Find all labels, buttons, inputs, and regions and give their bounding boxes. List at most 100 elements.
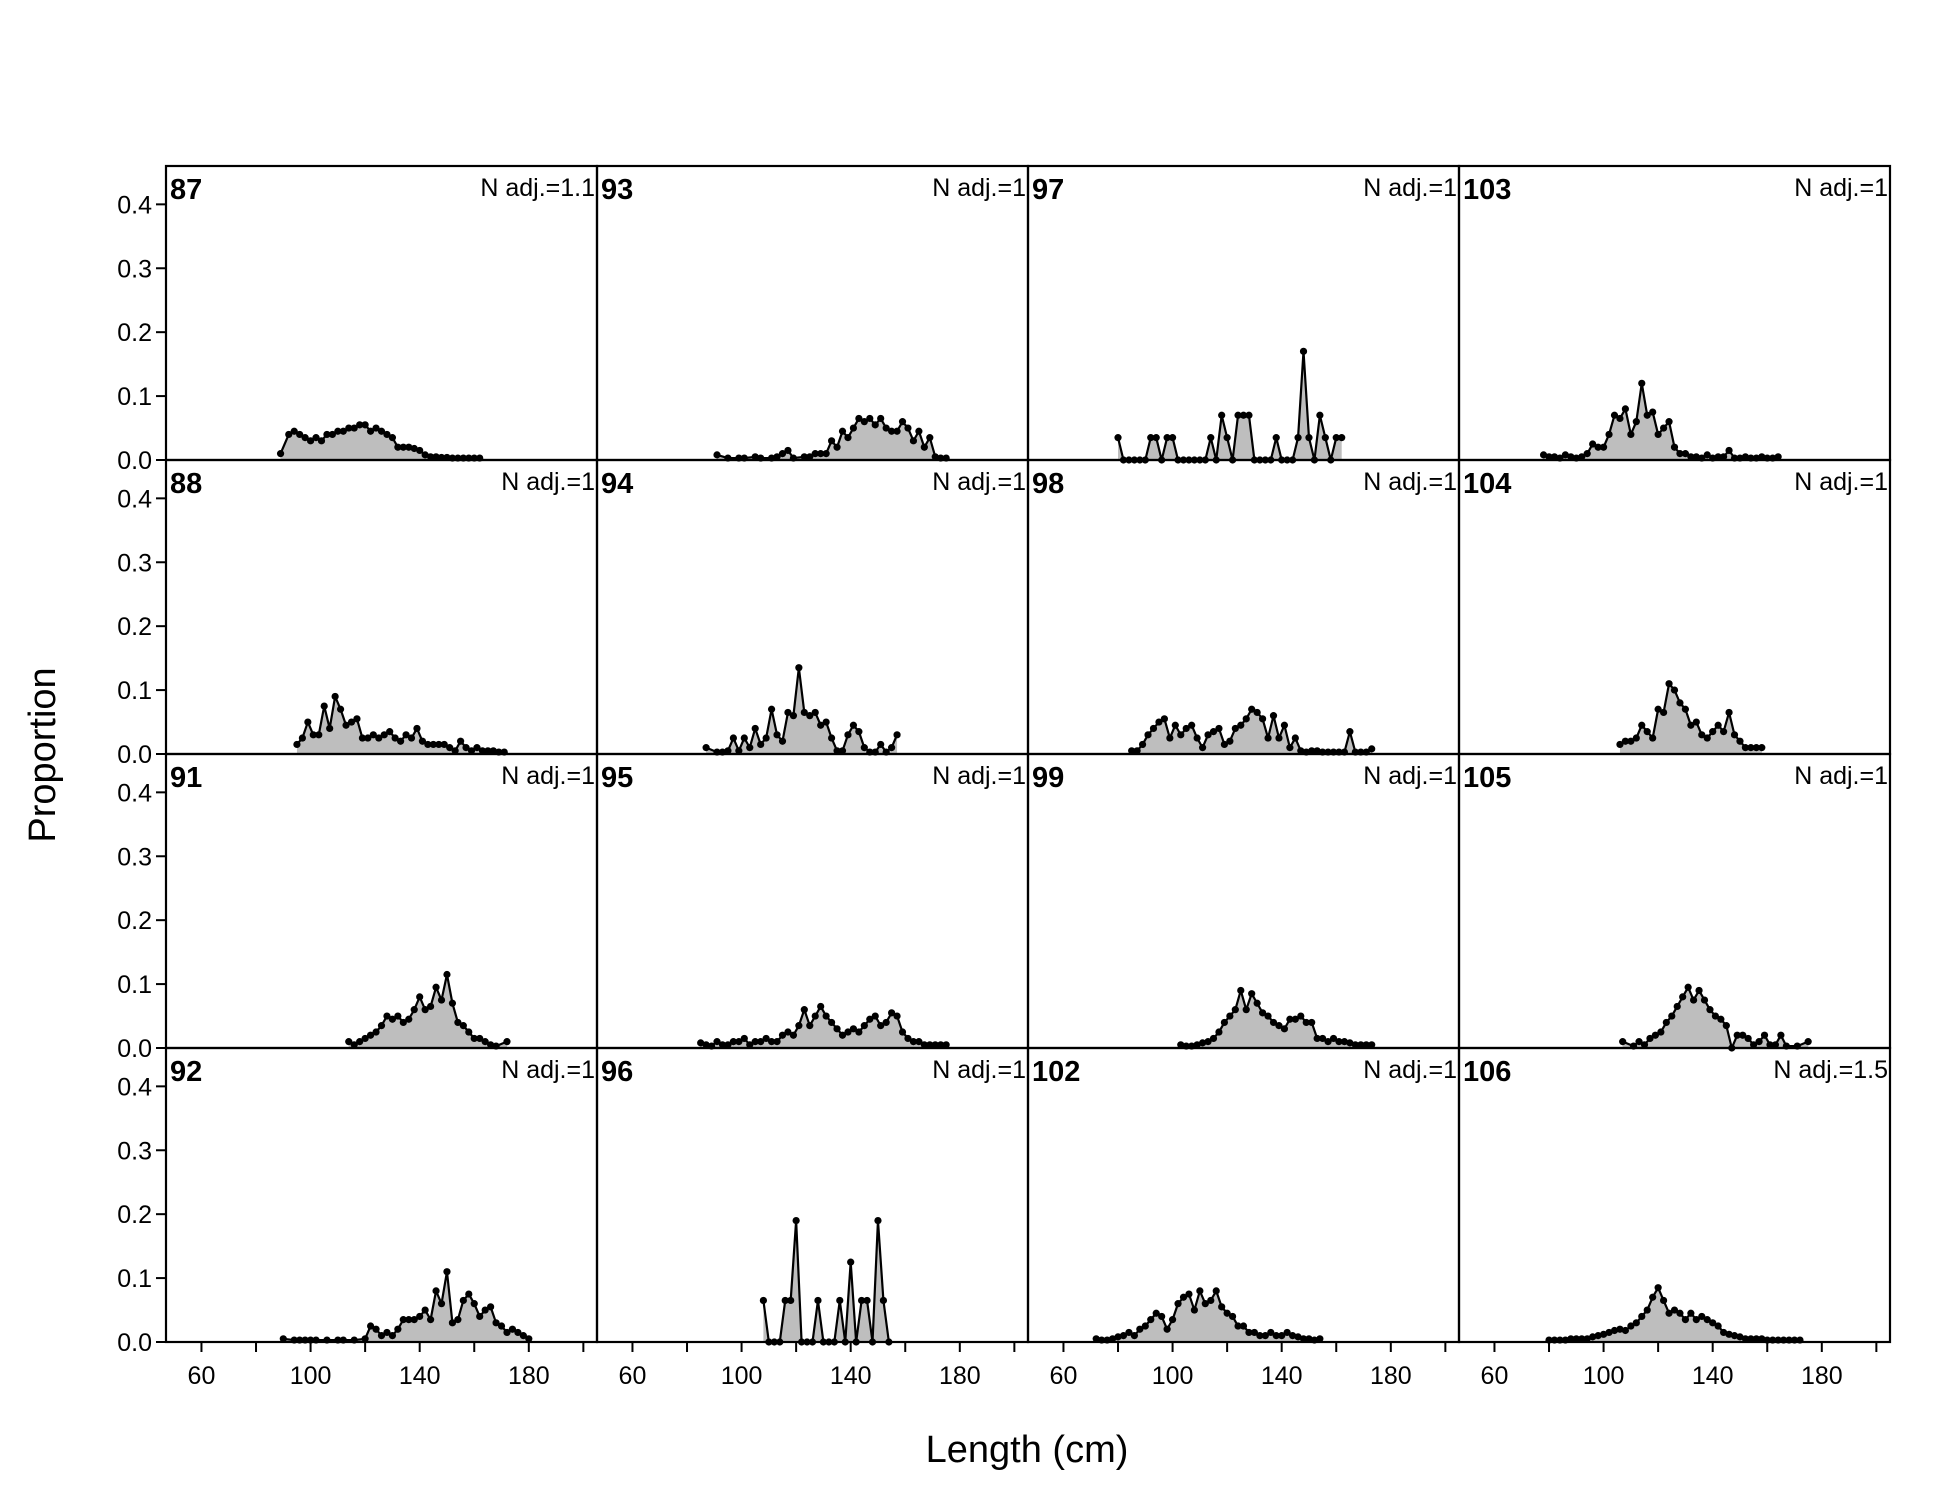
data-point — [1269, 712, 1278, 720]
data-point — [931, 1041, 939, 1049]
data-point — [372, 1028, 380, 1036]
data-point — [937, 1041, 945, 1049]
data-point — [1177, 1041, 1185, 1049]
data-point — [1179, 1293, 1188, 1301]
data-point — [1649, 734, 1657, 742]
data-point — [871, 1012, 879, 1020]
panel-98: 98 N adj.=1 — [1026, 458, 1461, 756]
data-point — [1092, 1335, 1100, 1343]
data-point — [487, 1303, 495, 1311]
panel-105: 105 N adj.=1 — [1457, 752, 1892, 1052]
data-point — [882, 1018, 890, 1027]
data-point — [1253, 999, 1261, 1007]
x-tick-label: 60 — [619, 1362, 647, 1390]
data-point — [413, 724, 421, 733]
data-point — [1130, 1332, 1138, 1340]
data-point — [1638, 1312, 1646, 1321]
data-point — [323, 430, 331, 439]
data-point — [1152, 434, 1160, 442]
data-point — [1605, 1328, 1613, 1337]
y-tick-label: 0.4 — [117, 191, 152, 219]
data-point — [1659, 708, 1668, 717]
data-point — [1177, 731, 1185, 739]
data-point — [877, 1022, 885, 1030]
data-point — [377, 1332, 386, 1340]
data-point — [795, 1022, 803, 1030]
data-point — [1368, 745, 1376, 753]
data-point — [405, 1015, 413, 1023]
data-point — [1207, 1296, 1215, 1305]
panel-97: 97 N adj.=1 — [1026, 164, 1461, 464]
y-tick-label: 0.0 — [117, 741, 152, 769]
data-point — [1234, 411, 1242, 419]
data-point — [440, 740, 448, 749]
data-point — [866, 414, 874, 423]
data-point — [410, 444, 418, 453]
data-point — [293, 740, 301, 749]
data-point — [1711, 1012, 1720, 1020]
data-point — [1212, 1287, 1220, 1295]
data-point — [1730, 1332, 1739, 1340]
data-point — [1758, 744, 1766, 752]
data-point — [306, 437, 315, 445]
data-point — [1302, 1018, 1310, 1027]
data-point — [443, 970, 451, 979]
data-point — [893, 427, 901, 435]
data-point — [1226, 1012, 1234, 1020]
data-point — [789, 1031, 798, 1039]
panel-frame — [1026, 458, 1461, 756]
data-point — [874, 1216, 882, 1225]
data-point — [1632, 734, 1640, 742]
data-point — [893, 731, 901, 739]
data-point — [1714, 1322, 1722, 1330]
data-point — [1275, 1022, 1283, 1030]
data-point — [350, 424, 358, 432]
data-point — [849, 1025, 858, 1033]
data-point — [838, 747, 847, 755]
panel-label: 106 — [1463, 1056, 1511, 1088]
data-point — [1204, 1038, 1212, 1046]
data-point — [1128, 747, 1136, 755]
panel-label: 88 — [170, 468, 202, 500]
y-tick-label: 0.4 — [117, 485, 152, 513]
data-point — [855, 728, 863, 736]
data-point — [427, 453, 435, 461]
axes: 0.0 0.1 0.2 0.3 0.4 0.0 0.1 0.2 0.3 0.4 0.0 0.1 0.2 0… — [117, 191, 1878, 1390]
data-point — [920, 1041, 928, 1049]
data-point — [1725, 708, 1733, 717]
n-adj-label: N adj.=1 — [932, 174, 1026, 202]
data-point — [1242, 715, 1250, 723]
data-point — [298, 734, 306, 742]
data-point — [871, 421, 879, 429]
panel-grid: 87 N adj.=1.1 88 N adj.=1 91 N adj.=1 92 N adj.… — [164, 164, 1892, 1346]
data-point — [1308, 747, 1316, 755]
data-point — [1717, 1015, 1725, 1023]
data-point — [1610, 1326, 1619, 1335]
data-point — [767, 1038, 776, 1046]
data-point — [1152, 1309, 1160, 1317]
data-point — [849, 424, 858, 432]
data-point — [416, 446, 424, 455]
data-point — [364, 734, 372, 742]
data-point — [465, 1290, 473, 1298]
data-point — [1357, 1041, 1365, 1049]
data-point — [898, 1028, 907, 1036]
data-point — [814, 1296, 822, 1305]
data-point — [388, 1015, 397, 1023]
data-point — [1616, 740, 1624, 749]
data-point — [1654, 1284, 1662, 1292]
data-point — [697, 1039, 705, 1047]
data-point — [1185, 1290, 1193, 1298]
data-point — [931, 453, 939, 461]
data-point — [369, 731, 377, 739]
data-point — [1305, 1335, 1313, 1343]
area-fill — [1180, 990, 1372, 1048]
n-adj-label: N adj.=1 — [1794, 174, 1888, 202]
data-point — [1665, 1309, 1673, 1317]
area-fill — [717, 418, 947, 460]
panel-frame — [1457, 1046, 1892, 1344]
data-point — [713, 451, 721, 459]
data-point — [1204, 731, 1212, 739]
data-point — [1752, 1335, 1760, 1343]
data-point — [1256, 1332, 1264, 1340]
